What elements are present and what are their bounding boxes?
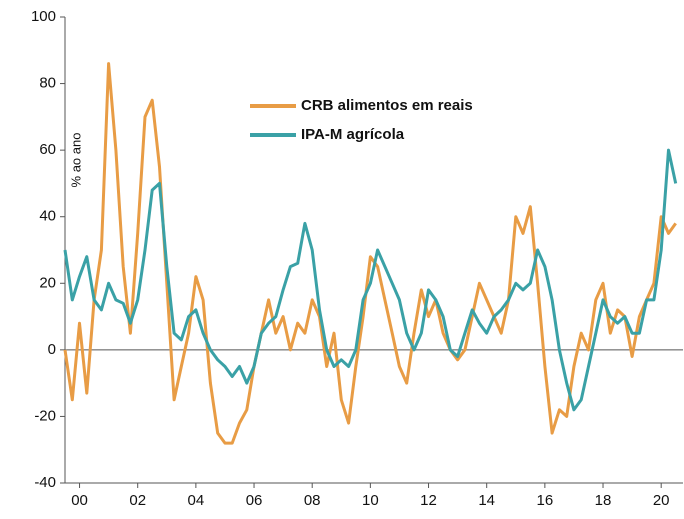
y-tick-label: 0 <box>48 341 56 358</box>
y-axis-label: % ao ano <box>68 133 83 188</box>
x-tick-label: 16 <box>537 492 554 509</box>
y-tick-label: 60 <box>39 141 56 158</box>
y-tick-label: 100 <box>31 8 56 25</box>
y-tick-label: -20 <box>34 407 56 424</box>
x-tick-label: 14 <box>478 492 495 509</box>
y-tick-label: 40 <box>39 208 56 225</box>
y-tick-label: -40 <box>34 474 56 491</box>
x-tick-label: 10 <box>362 492 379 509</box>
x-tick-label: 06 <box>246 492 263 509</box>
series-line <box>63 62 677 445</box>
y-tick-label: 20 <box>39 274 56 291</box>
x-tick-label: 02 <box>129 492 146 509</box>
x-tick-label: 12 <box>420 492 437 509</box>
x-tick-label: 18 <box>595 492 612 509</box>
x-tick-label: 08 <box>304 492 321 509</box>
y-tick-label: 80 <box>39 75 56 92</box>
legend-label: IPA-M agrícola <box>301 126 405 143</box>
x-tick-label: 20 <box>653 492 670 509</box>
x-tick-label: 00 <box>71 492 88 509</box>
series-line <box>63 148 678 412</box>
x-tick-label: 04 <box>188 492 205 509</box>
legend-label: CRB alimentos em reais <box>301 97 473 114</box>
